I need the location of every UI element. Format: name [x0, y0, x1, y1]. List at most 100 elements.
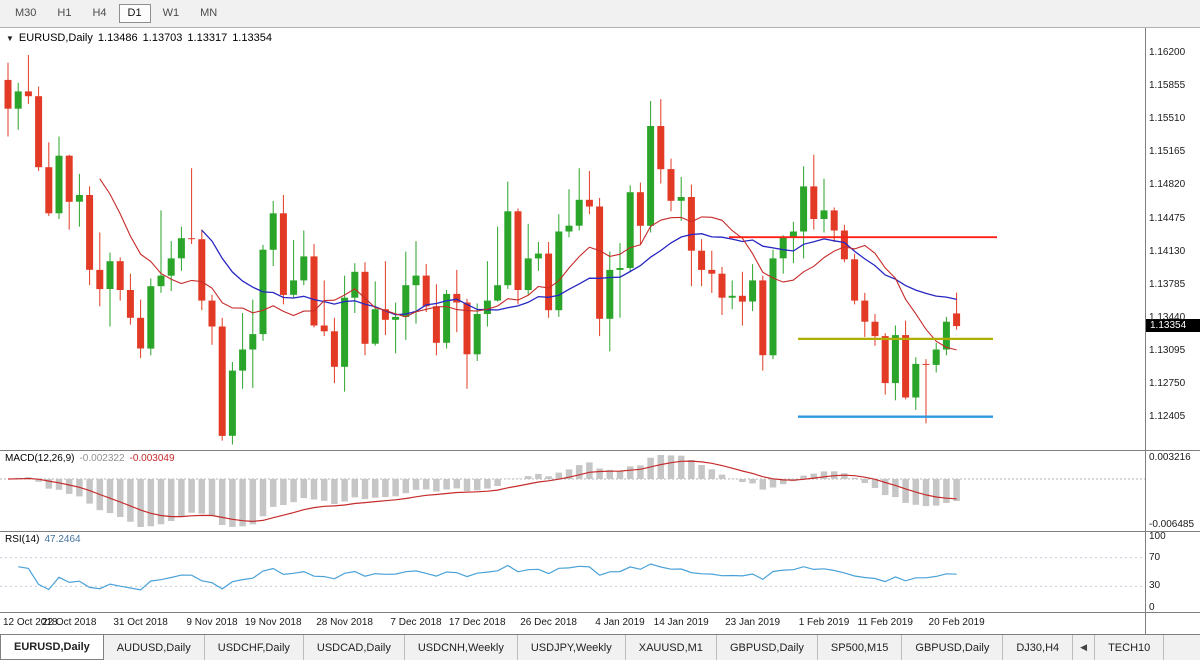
candle	[177, 226, 185, 271]
rsi-title: RSI(14) 47.2464	[5, 534, 86, 545]
candle	[483, 261, 491, 327]
chart-window: ▼ EURUSD,Daily 1.13486 1.13703 1.13317 1.1335…	[0, 28, 1200, 634]
macd-axis: 0.003216 -0.006485	[1145, 451, 1200, 531]
candle	[188, 168, 196, 244]
date-label: 20 Feb 2019	[928, 617, 985, 628]
symbol-dropdown-icon[interactable]: ▼	[6, 34, 14, 43]
date-label: 4 Jan 2019	[595, 617, 645, 628]
candle	[453, 269, 461, 333]
macd-signal-line	[7, 460, 957, 523]
candle	[137, 299, 145, 359]
candle	[96, 232, 104, 307]
candle	[432, 284, 440, 356]
candle	[4, 62, 12, 137]
chart-tab-gbpusd-daily[interactable]: GBPUSD,Daily	[717, 635, 818, 660]
chart-tab-xauusd-m1[interactable]: XAUUSD,M1	[626, 635, 717, 660]
candle	[473, 303, 481, 361]
candle	[494, 226, 502, 302]
price-axis-label: 1.16200	[1149, 47, 1186, 58]
chart-tab-eurusd-daily[interactable]: EURUSD,Daily	[0, 635, 104, 660]
candle	[545, 242, 553, 318]
candle	[86, 186, 94, 286]
candle	[626, 185, 634, 272]
chart-tab-audusd-daily[interactable]: AUDUSD,Daily	[104, 635, 205, 660]
date-label: 17 Dec 2018	[448, 617, 506, 628]
date-label: 23 Jan 2019	[725, 617, 781, 628]
chart-tab-dj30-h4[interactable]: DJ30,H4	[1003, 635, 1074, 660]
tab-scroll-left-button[interactable]: ◀	[1073, 635, 1096, 660]
candle	[565, 189, 573, 238]
candle	[157, 210, 165, 293]
candle	[239, 313, 247, 389]
candle	[708, 250, 716, 293]
price-axis: 1.13354 1.16200 1.15855 1.15510 1.15165 1.14…	[1145, 28, 1200, 450]
price-axis-label: 1.15510	[1149, 113, 1186, 124]
chart-tab-gbpusd-daily[interactable]: GBPUSD,Daily	[902, 635, 1004, 660]
timeframe-button-m30[interactable]: M30	[6, 4, 45, 23]
rsi-line	[18, 563, 957, 591]
price-axis-label: 1.12750	[1149, 378, 1186, 389]
price-axis-label: 1.13440	[1149, 312, 1186, 323]
candle	[871, 314, 879, 346]
candle	[942, 316, 950, 356]
candle	[504, 181, 512, 290]
date-label: 9 Nov 2018	[186, 617, 238, 628]
macd-panel: MACD(12,26,9) -0.002322 -0.003049 0.003216…	[0, 450, 1200, 531]
candle	[351, 263, 359, 313]
chart-tab-usdcnh-weekly[interactable]: USDCNH,Weekly	[405, 635, 518, 660]
chart-tab-sp500-m15[interactable]: SP500,M15	[818, 635, 903, 660]
candle	[953, 292, 961, 330]
candle	[310, 244, 318, 328]
ma-slow-line	[201, 229, 957, 316]
candle	[555, 214, 563, 317]
date-label: 22 Oct 2018	[41, 617, 97, 628]
rsi-chart-canvas[interactable]	[0, 532, 1145, 612]
candle	[667, 158, 675, 212]
candle	[687, 184, 695, 287]
candle	[147, 278, 155, 356]
candle	[820, 178, 828, 233]
candle	[65, 154, 73, 230]
candle	[290, 240, 298, 298]
candle	[24, 55, 32, 104]
macd-chart-canvas[interactable]	[0, 451, 1145, 531]
candle	[636, 182, 644, 244]
candle	[830, 207, 838, 242]
candle	[361, 262, 369, 356]
candle	[320, 280, 328, 337]
candle	[810, 154, 818, 230]
timeframe-button-w1[interactable]: W1	[154, 4, 189, 23]
chart-tab-usdjpy-weekly[interactable]: USDJPY,Weekly	[518, 635, 626, 660]
candle	[422, 264, 430, 313]
macd-axis-max: 0.003216	[1149, 452, 1191, 463]
candle	[218, 317, 226, 441]
chart-tab-tech10[interactable]: TECH10	[1095, 635, 1165, 660]
price-axis-label: 1.15165	[1149, 146, 1186, 157]
ohlc-open: 1.13486	[97, 32, 138, 44]
candle	[575, 168, 583, 231]
timeframe-button-d1[interactable]: D1	[118, 4, 151, 23]
candle	[698, 239, 706, 287]
candle	[279, 195, 287, 305]
timeframe-button-h4[interactable]: H4	[83, 4, 115, 23]
candle	[514, 208, 522, 305]
macd-label: MACD(12,26,9)	[5, 453, 75, 464]
ohlc-low: 1.13317	[187, 32, 228, 44]
date-label: 19 Nov 2018	[244, 617, 302, 628]
candle	[779, 235, 787, 274]
chart-tab-usdchf-daily[interactable]: USDCHF,Daily	[205, 635, 304, 660]
ohlc-high: 1.13703	[142, 32, 183, 44]
timeframe-button-mn[interactable]: MN	[191, 4, 226, 23]
macd-main-value: -0.002322	[79, 453, 125, 464]
chart-tab-usdcad-daily[interactable]: USDCAD,Daily	[304, 635, 405, 660]
candle	[45, 142, 53, 217]
price-chart-canvas[interactable]	[0, 28, 1145, 450]
candle	[840, 224, 848, 263]
rsi-axis-label: 0	[1149, 602, 1155, 612]
timeframe-button-h1[interactable]: H1	[48, 4, 80, 23]
chart-title: ▼ EURUSD,Daily 1.13486 1.13703 1.13317 1.1335…	[6, 32, 277, 44]
macd-axis-min: -0.006485	[1149, 519, 1195, 530]
time-axis: 12 Oct 2018 22 Oct 2018 31 Oct 2018 9 Nov 2…	[0, 612, 1200, 634]
candle	[381, 261, 389, 336]
